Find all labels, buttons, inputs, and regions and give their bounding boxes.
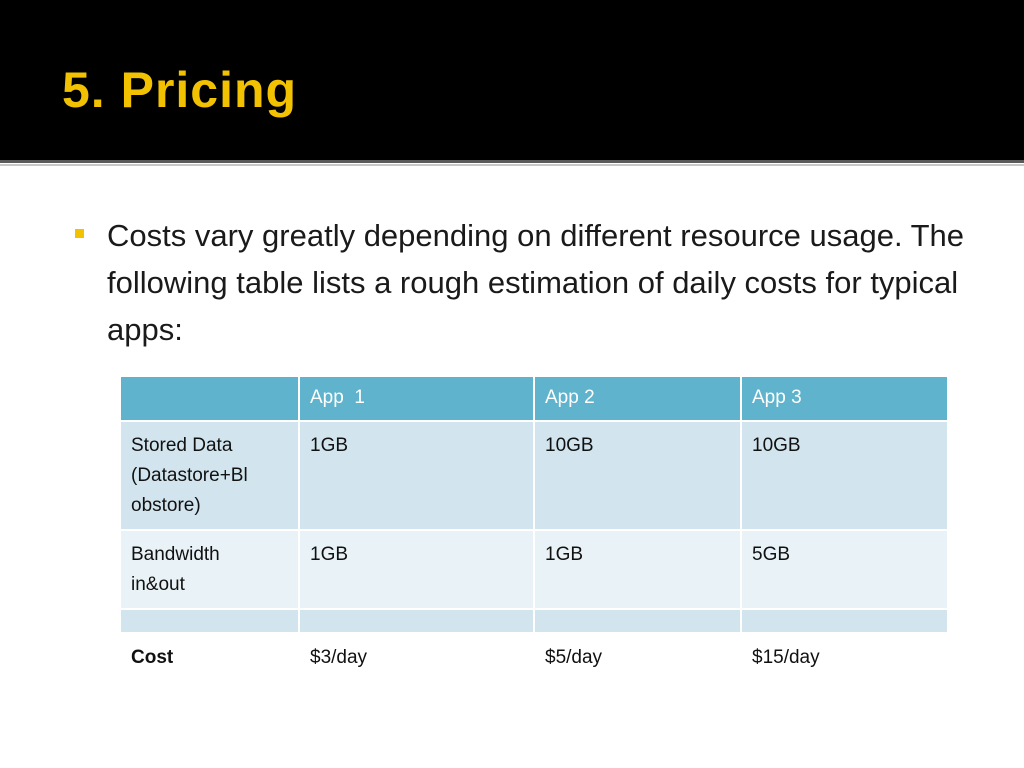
header-cell-app2: App 2 bbox=[533, 375, 742, 422]
pricing-table: App 1 App 2 App 3 Stored Data (Datastore+… bbox=[119, 375, 949, 683]
table-row-empty bbox=[119, 608, 949, 634]
table-cell: 1GB bbox=[298, 529, 535, 610]
table-cell bbox=[119, 608, 300, 634]
table-cell: 10GB bbox=[740, 420, 949, 531]
table-cell bbox=[740, 608, 949, 634]
table-header-row: App 1 App 2 App 3 bbox=[119, 375, 949, 422]
divider-dark bbox=[0, 160, 1024, 163]
table-row-cost: Cost $3/day $5/day $15/day bbox=[119, 632, 949, 683]
row-label-cost: Cost bbox=[119, 632, 300, 683]
square-bullet-icon bbox=[75, 229, 84, 238]
table-row: Bandwidth in&out 1GB 1GB 5GB bbox=[119, 529, 949, 610]
bullet-text: Costs vary greatly depending on differen… bbox=[107, 218, 965, 347]
slide-title: 5. Pricing bbox=[62, 62, 298, 118]
table-cell: $3/day bbox=[298, 632, 535, 683]
header-cell-app3: App 3 bbox=[740, 375, 949, 422]
table-cell: 10GB bbox=[533, 420, 742, 531]
header-cell-empty bbox=[119, 375, 300, 422]
pricing-table-container: App 1 App 2 App 3 Stored Data (Datastore+… bbox=[119, 375, 949, 683]
table-cell bbox=[533, 608, 742, 634]
row-label-stored-data: Stored Data (Datastore+Bl obstore) bbox=[119, 420, 300, 531]
table-cell: 1GB bbox=[298, 420, 535, 531]
title-bar: 5. Pricing bbox=[0, 0, 1024, 160]
table-cell: 1GB bbox=[533, 529, 742, 610]
divider-light bbox=[0, 164, 1024, 166]
table-cell: $15/day bbox=[740, 632, 949, 683]
table-cell bbox=[298, 608, 535, 634]
table-cell: 5GB bbox=[740, 529, 949, 610]
table-cell: $5/day bbox=[533, 632, 742, 683]
table-row: Stored Data (Datastore+Bl obstore) 1GB 10G… bbox=[119, 420, 949, 531]
row-label-bandwidth: Bandwidth in&out bbox=[119, 529, 300, 610]
header-cell-app1: App 1 bbox=[298, 375, 535, 422]
